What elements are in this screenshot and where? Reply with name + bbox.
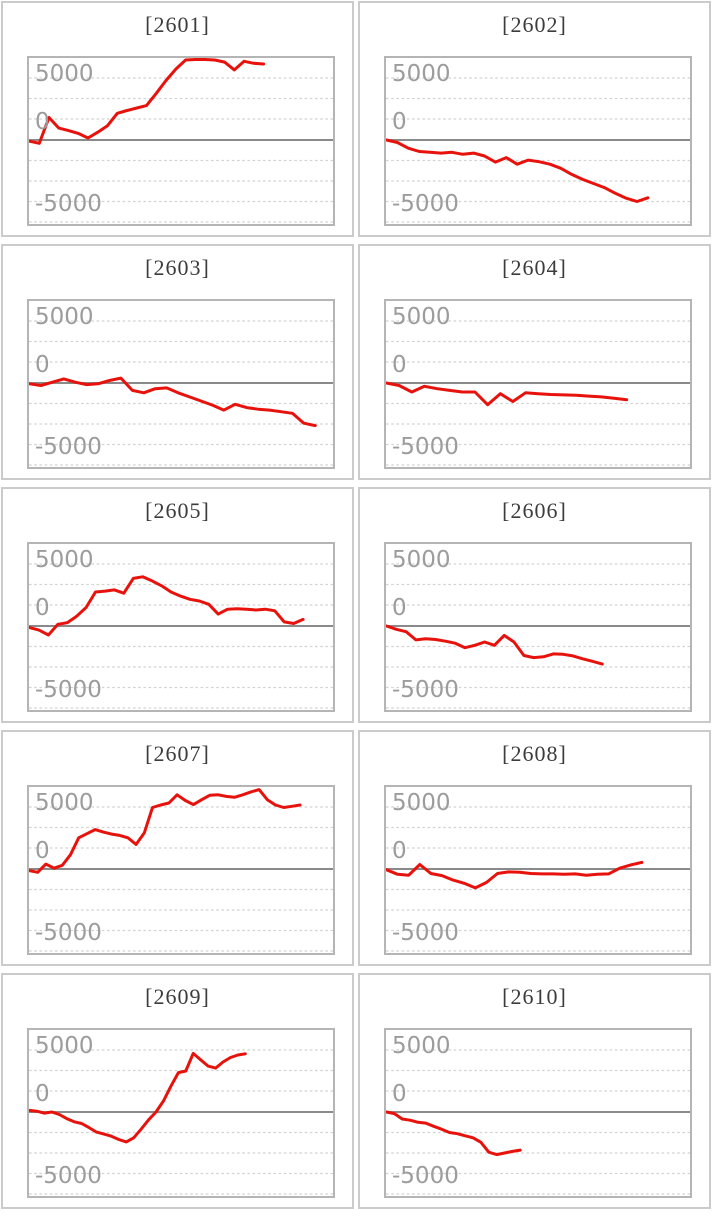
gridlines (29, 806, 333, 952)
data-line (29, 376, 317, 428)
chart-panel: [2610] 5000 0 -5000 (358, 973, 711, 1209)
data-line (386, 860, 644, 890)
chart-title: [2607] (145, 741, 210, 766)
plot-canvas (29, 788, 333, 952)
plot-area: 5000 0 -5000 (27, 1028, 335, 1198)
gridlines (386, 1049, 690, 1195)
data-line (29, 575, 305, 637)
chart-title: [2606] (502, 498, 567, 523)
chart-title: [2610] (502, 984, 567, 1009)
chart-panel: [2607] 5000 0 -5000 (1, 730, 354, 966)
plot-canvas (386, 1049, 690, 1195)
gridlines (29, 77, 333, 223)
chart-title: [2602] (502, 12, 567, 37)
data-line (29, 58, 266, 145)
data-line (29, 1051, 247, 1144)
data-line (386, 138, 650, 203)
plot-area: 5000 0 -5000 (27, 299, 335, 469)
plot-canvas (386, 77, 690, 223)
plot-area: 5000 0 -5000 (384, 785, 692, 955)
plot-area: 5000 0 -5000 (27, 785, 335, 955)
chart-title: [2601] (145, 12, 210, 37)
data-line (386, 381, 629, 407)
chart-panel: [2608] 5000 0 -5000 (358, 730, 711, 966)
plot-area: 5000 0 -5000 (27, 56, 335, 226)
gridlines (386, 320, 690, 466)
chart-panel: [2603] 5000 0 -5000 (1, 244, 354, 480)
plot-canvas (386, 563, 690, 709)
chart-title: [2608] (502, 741, 567, 766)
plot-canvas (386, 806, 690, 952)
plot-canvas (29, 58, 333, 223)
chart-title: [2605] (145, 498, 210, 523)
chart-panel: [2602] 5000 0 -5000 (358, 1, 711, 237)
chart-title: [2603] (145, 255, 210, 280)
chart-panel: [2609] 5000 0 -5000 (1, 973, 354, 1209)
plot-canvas (29, 320, 333, 466)
plot-area: 5000 0 -5000 (384, 1028, 692, 1198)
plot-area: 5000 0 -5000 (384, 299, 692, 469)
chart-panel: [2604] 5000 0 -5000 (358, 244, 711, 480)
plot-canvas (29, 563, 333, 709)
plot-area: 5000 0 -5000 (27, 542, 335, 712)
gridlines (29, 563, 333, 709)
gridlines (386, 806, 690, 952)
data-line (386, 624, 604, 666)
data-line (386, 1110, 522, 1157)
gridlines (29, 320, 333, 466)
gridlines (386, 563, 690, 709)
chart-title: [2604] (502, 255, 567, 280)
gridlines (29, 1049, 333, 1195)
chart-panel: [2605] 5000 0 -5000 (1, 487, 354, 723)
plot-area: 5000 0 -5000 (384, 542, 692, 712)
data-line (29, 788, 302, 874)
chart-title: [2609] (145, 984, 210, 1009)
plot-canvas (386, 320, 690, 466)
plot-area: 5000 0 -5000 (384, 56, 692, 226)
plot-canvas (29, 1049, 333, 1195)
chart-panel: [2606] 5000 0 -5000 (358, 487, 711, 723)
chart-panel: [2601] 5000 0 -5000 (1, 1, 354, 237)
